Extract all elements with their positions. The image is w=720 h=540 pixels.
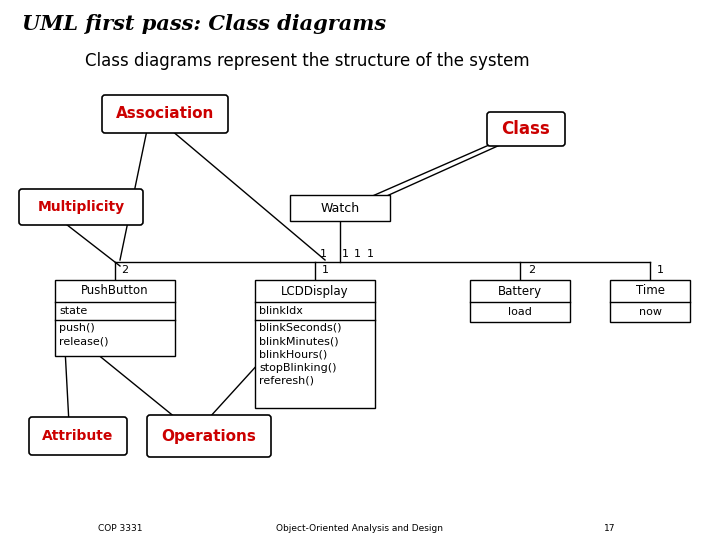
Text: blinkSeconds()
blinkMinutes()
blinkHours()
stopBlinking()
referesh(): blinkSeconds() blinkMinutes() blinkHours… [259, 323, 341, 386]
Text: state: state [59, 306, 87, 316]
Text: Class diagrams represent the structure of the system: Class diagrams represent the structure o… [85, 52, 530, 70]
Text: Attribute: Attribute [42, 429, 114, 443]
Text: Operations: Operations [161, 429, 256, 443]
Text: Battery: Battery [498, 285, 542, 298]
Text: now: now [639, 307, 662, 317]
FancyBboxPatch shape [102, 95, 228, 133]
Text: 2: 2 [528, 265, 536, 275]
Text: push()
release(): push() release() [59, 323, 109, 347]
Bar [55, 280, 175, 356]
FancyBboxPatch shape [19, 189, 143, 225]
Bar [290, 195, 390, 221]
FancyBboxPatch shape [147, 415, 271, 457]
Bar [610, 280, 690, 322]
Text: Class: Class [502, 120, 550, 138]
Text: Association: Association [116, 106, 214, 122]
Text: Time: Time [636, 285, 665, 298]
Text: 1: 1 [320, 249, 326, 259]
Text: 1: 1 [341, 249, 348, 259]
Text: Watch: Watch [320, 201, 359, 214]
FancyBboxPatch shape [487, 112, 565, 146]
Text: 1: 1 [657, 265, 664, 275]
Text: 1: 1 [322, 265, 328, 275]
Text: 1: 1 [366, 249, 374, 259]
Text: 17: 17 [604, 524, 616, 533]
Text: Object-Oriented Analysis and Design: Object-Oriented Analysis and Design [276, 524, 444, 533]
Text: UML first pass: Class diagrams: UML first pass: Class diagrams [22, 14, 386, 34]
Bar [470, 280, 570, 322]
FancyBboxPatch shape [29, 417, 127, 455]
Text: load: load [508, 307, 532, 317]
Text: 2: 2 [122, 265, 129, 275]
Text: PushButton: PushButton [81, 285, 149, 298]
Text: COP 3331: COP 3331 [98, 524, 143, 533]
Text: blinkIdx: blinkIdx [259, 306, 303, 316]
Text: LCDDisplay: LCDDisplay [282, 285, 348, 298]
Bar [255, 280, 375, 408]
Text: Multiplicity: Multiplicity [37, 200, 125, 214]
Text: 1: 1 [354, 249, 361, 259]
